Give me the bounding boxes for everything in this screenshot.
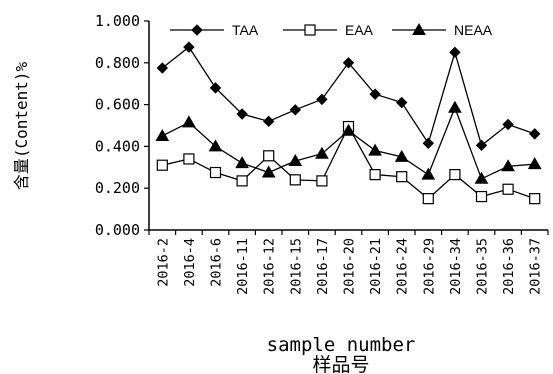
data-point-eaa: [316, 175, 328, 187]
y-tick-label: 1.000: [95, 12, 140, 30]
x-tick-label: 2016-20: [342, 238, 358, 295]
data-point-taa: [262, 115, 275, 128]
y-tick-label: 0.800: [95, 54, 140, 72]
legend-marker: [412, 22, 426, 35]
x-tick-label: 2016-24: [395, 238, 411, 295]
data-point-taa: [422, 137, 435, 149]
data-point-taa: [289, 104, 302, 116]
data-point-eaa: [183, 153, 195, 165]
y-tick-label: 0.400: [95, 137, 140, 155]
y-tick-label: 0.600: [95, 96, 140, 114]
x-tick-label: 2016-29: [421, 238, 437, 295]
axes: [144, 20, 549, 235]
series-taa: [156, 41, 541, 152]
data-point-eaa: [396, 171, 408, 183]
data-point-neaa: [527, 157, 542, 170]
legend-label: NEAA: [454, 22, 493, 38]
data-point-eaa: [529, 193, 541, 205]
data-point-taa: [156, 62, 169, 74]
data-point-neaa: [155, 128, 170, 141]
data-point-taa: [369, 88, 381, 100]
data-point-eaa: [289, 174, 301, 186]
x-tick-label: 2016-15: [288, 238, 304, 295]
data-point-neaa: [501, 159, 515, 172]
data-point-neaa: [182, 115, 196, 128]
series-layer: [155, 41, 542, 205]
data-point-eaa: [236, 175, 248, 187]
x-tick-label: 2016-21: [368, 238, 384, 295]
data-point-taa: [183, 41, 195, 53]
x-tick-label: 2016-11: [235, 238, 251, 295]
x-tick-label: 2016-6: [209, 238, 225, 287]
data-point-taa: [528, 128, 541, 140]
data-point-taa: [316, 93, 328, 106]
legend: TAA EAA NEAA: [170, 22, 493, 38]
x-tick-label: 2016-36: [501, 238, 517, 295]
y-axis-label-group: 含量(Content)%: [12, 61, 31, 190]
legend-marker: [304, 24, 316, 36]
data-point-taa: [449, 46, 461, 59]
x-axis-label: sample number: [267, 334, 416, 356]
data-point-eaa: [369, 169, 381, 181]
data-point-eaa: [422, 193, 434, 205]
data-point-eaa: [263, 150, 275, 162]
series-neaa: [155, 100, 542, 184]
data-point-eaa: [475, 190, 488, 203]
legend-label: TAA: [232, 22, 259, 38]
y-axis-label: 含量(Content)%: [12, 61, 31, 190]
x-tick-label: 2016-34: [448, 238, 464, 295]
data-point-neaa: [288, 154, 303, 167]
x-tick-label: 2016-37: [528, 238, 544, 295]
x-tick-label: 2016-17: [315, 238, 331, 295]
legend-item-taa: TAA: [170, 22, 259, 38]
data-point-neaa: [368, 143, 382, 156]
y-tick-labels: 0.000 0.200 0.400 0.600 0.800 1.000: [95, 12, 140, 239]
legend-marker: [191, 24, 203, 36]
data-point-taa: [342, 57, 355, 69]
data-point-eaa: [209, 166, 222, 179]
x-tick-label: 2016-12: [262, 238, 278, 295]
x-axis-label-chinese: 样品号: [312, 354, 369, 374]
data-point-eaa: [449, 169, 461, 181]
legend-label: EAA: [345, 22, 374, 38]
data-point-neaa: [341, 123, 356, 136]
data-point-eaa: [502, 183, 514, 195]
data-point-neaa: [474, 171, 489, 184]
data-point-neaa: [448, 100, 462, 113]
data-point-eaa: [156, 159, 168, 171]
data-point-neaa: [315, 146, 329, 159]
data-point-neaa: [208, 139, 223, 152]
data-point-neaa: [235, 156, 249, 169]
data-point-taa: [502, 118, 514, 131]
x-tick-label: 2016-2: [155, 238, 171, 287]
data-point-taa: [236, 108, 248, 120]
data-point-neaa: [394, 149, 409, 162]
x-tick-labels: 2016-2 2016-4 2016-6 2016-11 2016-12 2016-15 2…: [155, 238, 543, 295]
x-tick-label: 2016-35: [475, 238, 491, 295]
y-tick-label: 0.200: [95, 179, 140, 197]
y-tick-label: 0.000: [95, 221, 140, 239]
data-point-taa: [475, 139, 488, 152]
data-point-taa: [395, 96, 408, 109]
legend-item-eaa: EAA: [283, 22, 374, 38]
legend-item-neaa: NEAA: [392, 22, 493, 38]
data-point-neaa: [261, 165, 276, 178]
x-tick-label: 2016-4: [182, 238, 198, 287]
data-point-neaa: [421, 167, 436, 180]
data-point-taa: [209, 82, 222, 94]
